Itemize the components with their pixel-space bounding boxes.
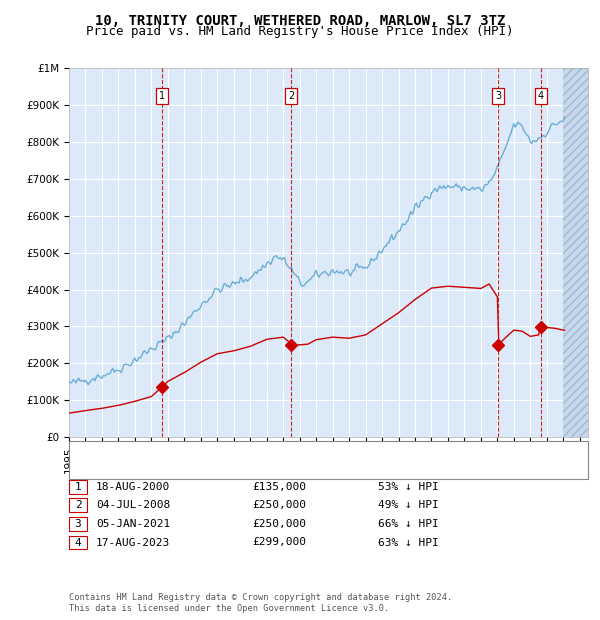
Text: 49% ↓ HPI: 49% ↓ HPI (378, 500, 439, 510)
Text: 2: 2 (74, 500, 82, 510)
Text: 17-AUG-2023: 17-AUG-2023 (96, 538, 170, 547)
Text: ——: —— (76, 463, 91, 476)
Text: Contains HM Land Registry data © Crown copyright and database right 2024.
This d: Contains HM Land Registry data © Crown c… (69, 593, 452, 613)
Text: £250,000: £250,000 (252, 500, 306, 510)
Text: 05-JAN-2021: 05-JAN-2021 (96, 519, 170, 529)
Text: 1: 1 (158, 91, 165, 101)
Text: 3: 3 (495, 91, 501, 101)
Bar (563, 68, 588, 437)
Text: 66% ↓ HPI: 66% ↓ HPI (378, 519, 439, 529)
Text: 4: 4 (74, 538, 82, 547)
Text: ——: —— (76, 445, 91, 458)
Text: 63% ↓ HPI: 63% ↓ HPI (378, 538, 439, 547)
Text: Price paid vs. HM Land Registry's House Price Index (HPI): Price paid vs. HM Land Registry's House … (86, 25, 514, 38)
Text: 18-AUG-2000: 18-AUG-2000 (96, 482, 170, 492)
Text: £135,000: £135,000 (252, 482, 306, 492)
Text: 10, TRINITY COURT, WETHERED ROAD, MARLOW, SL7 3TZ (detached house): 10, TRINITY COURT, WETHERED ROAD, MARLOW… (106, 447, 494, 457)
Text: 04-JUL-2008: 04-JUL-2008 (96, 500, 170, 510)
Text: 2: 2 (289, 91, 295, 101)
Text: 53% ↓ HPI: 53% ↓ HPI (378, 482, 439, 492)
Bar (563, 68, 588, 437)
Text: 10, TRINITY COURT, WETHERED ROAD, MARLOW, SL7 3TZ: 10, TRINITY COURT, WETHERED ROAD, MARLOW… (95, 14, 505, 28)
Text: 1: 1 (74, 482, 82, 492)
Text: 4: 4 (538, 91, 544, 101)
Text: £299,000: £299,000 (252, 538, 306, 547)
Text: £250,000: £250,000 (252, 519, 306, 529)
Text: 3: 3 (74, 519, 82, 529)
Text: HPI: Average price, detached house, Buckinghamshire: HPI: Average price, detached house, Buck… (106, 464, 406, 474)
